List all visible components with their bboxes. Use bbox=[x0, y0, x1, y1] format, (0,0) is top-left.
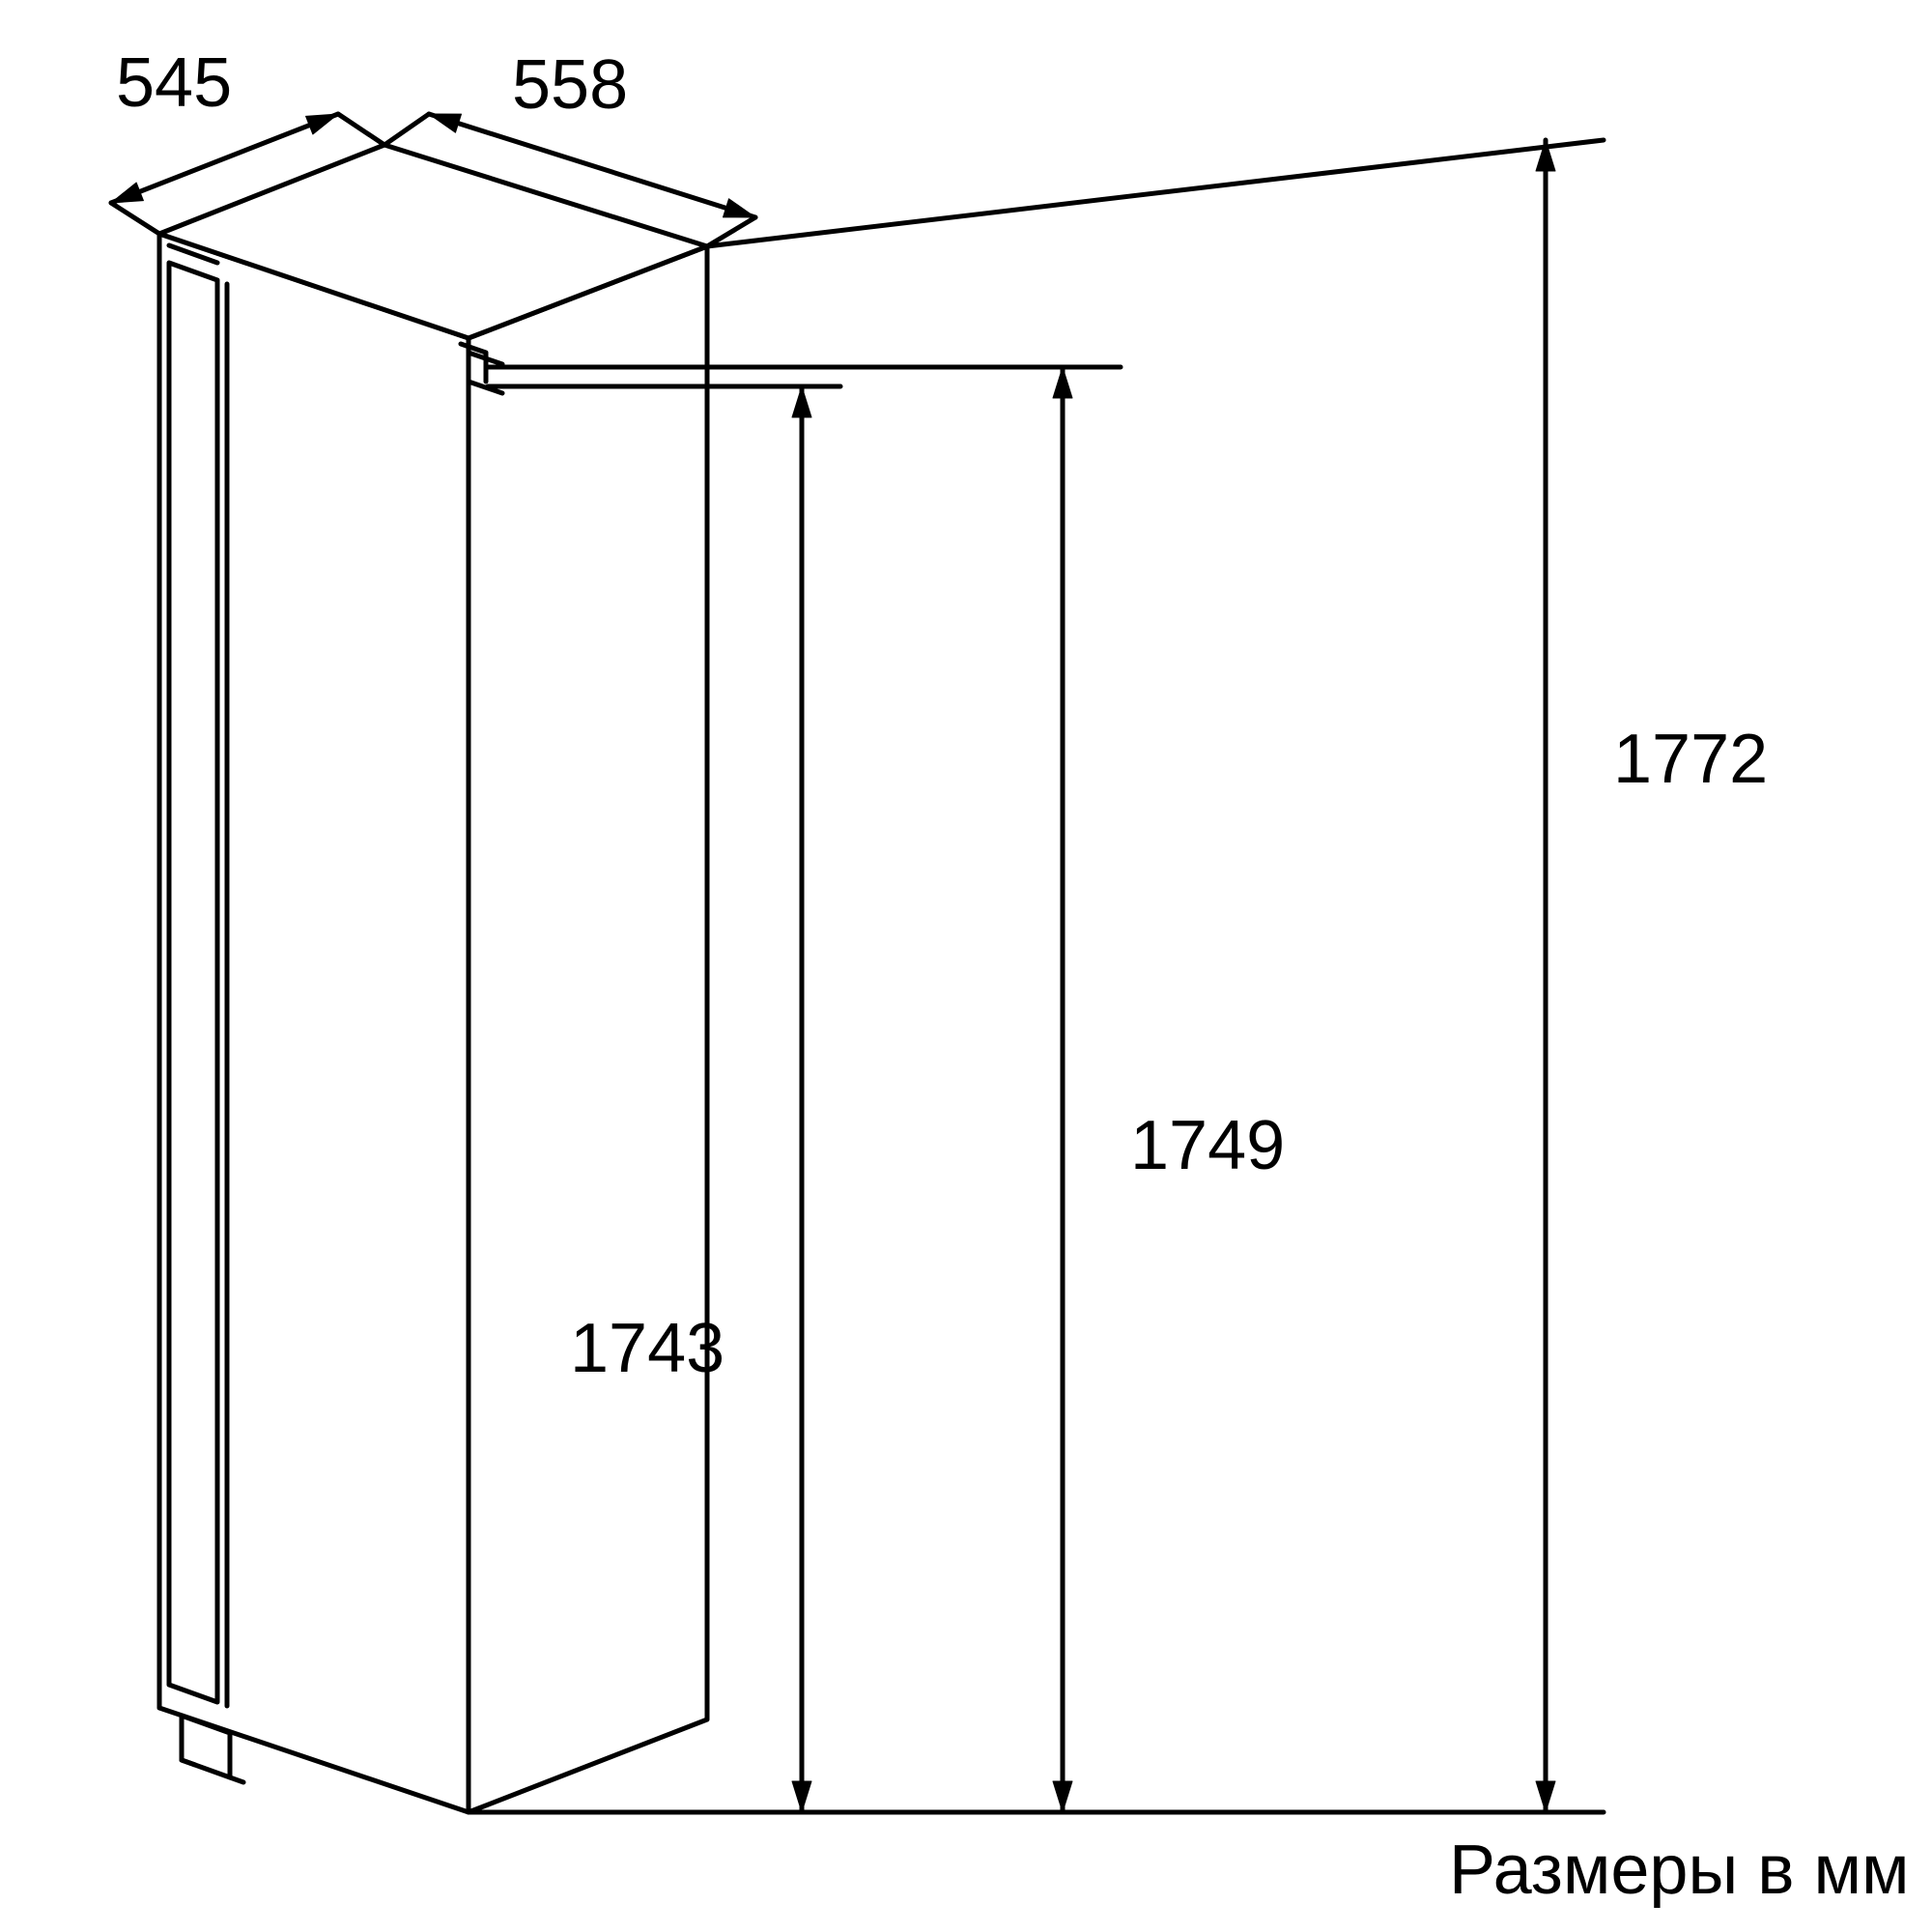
dim-depth: 545 bbox=[116, 44, 232, 122]
units-caption: Размеры в мм bbox=[1449, 1832, 1909, 1909]
dim-height-outer: 1772 bbox=[1613, 721, 1768, 798]
dim-width: 558 bbox=[512, 46, 628, 124]
dim-height-inner: 1743 bbox=[570, 1310, 724, 1387]
dimension-drawing: 545 558 1772 1749 1743 Размеры в мм bbox=[0, 0, 1932, 1932]
dim-height-door: 1749 bbox=[1130, 1107, 1285, 1184]
